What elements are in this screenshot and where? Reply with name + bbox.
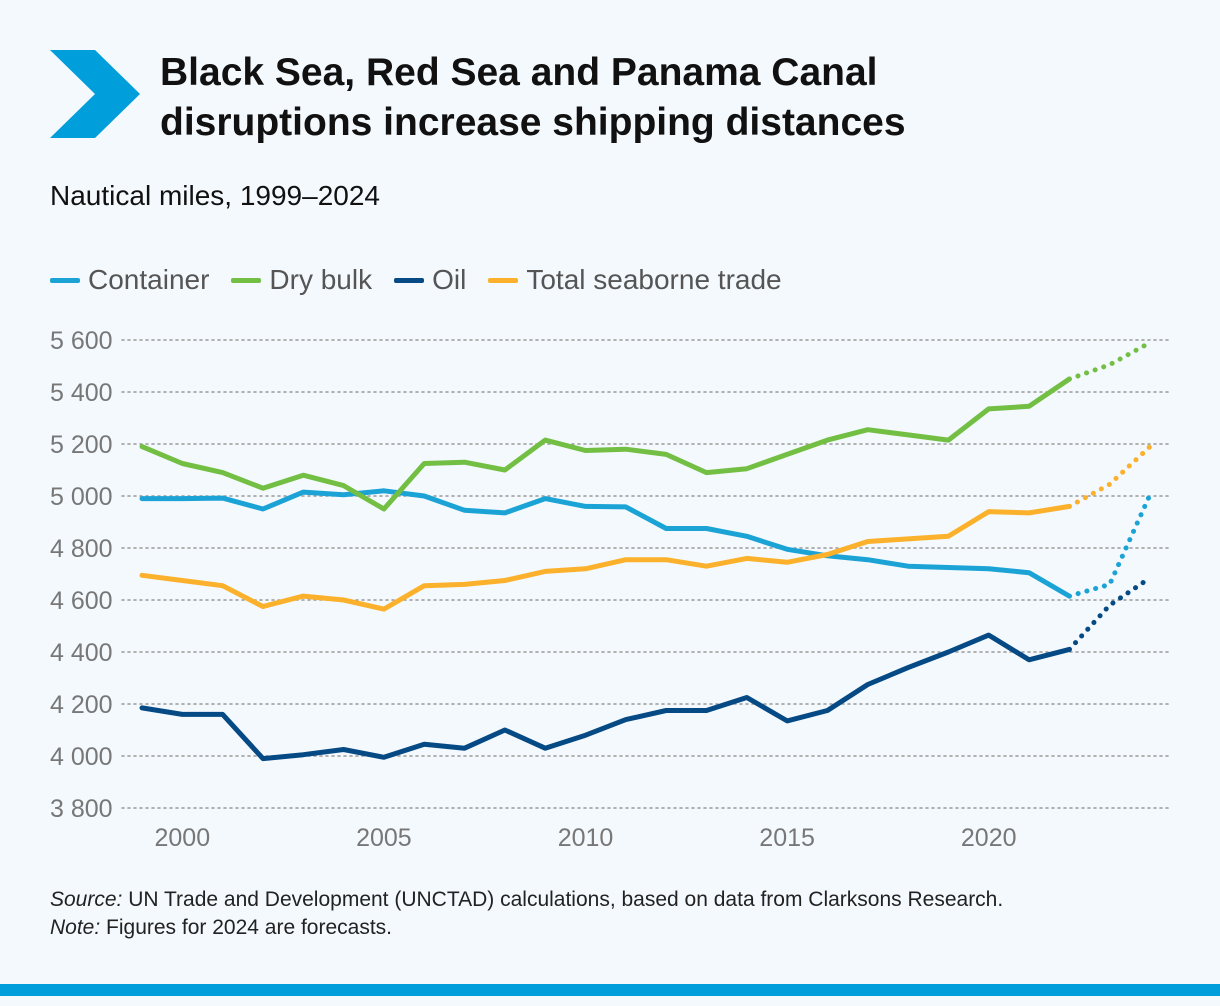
chart-footer: Source: UN Trade and Development (UNCTAD… bbox=[50, 886, 1003, 942]
series-line-oil bbox=[139, 632, 1072, 762]
legend-label: Container bbox=[88, 264, 210, 295]
legend-label: Dry bulk bbox=[269, 264, 373, 295]
legend-swatch bbox=[488, 277, 519, 283]
title-line-2: disruptions increase shipping distances bbox=[160, 101, 906, 144]
legend-label: Total seaborne trade bbox=[526, 264, 782, 295]
source-line: Source: UN Trade and Development (UNCTAD… bbox=[50, 886, 1003, 914]
note-line: Note: Figures for 2024 are forecasts. bbox=[50, 914, 1003, 942]
legend-swatch bbox=[231, 277, 262, 283]
y-tick-label: 3 800 bbox=[50, 795, 113, 823]
chevron-right-icon bbox=[50, 50, 140, 138]
legend-item-container: Container bbox=[50, 264, 209, 296]
x-tick-label: 2000 bbox=[155, 824, 211, 852]
legend-label: Oil bbox=[432, 264, 467, 295]
title-line-1: Black Sea, Red Sea and Panama Canal bbox=[160, 51, 878, 94]
legend-swatch bbox=[394, 277, 425, 283]
x-tick-label: 2005 bbox=[356, 824, 412, 852]
source-text: UN Trade and Development (UNCTAD) calcul… bbox=[122, 888, 1004, 911]
y-tick-label: 4 400 bbox=[50, 639, 113, 667]
x-tick-label: 2010 bbox=[558, 824, 614, 852]
page-title: Black Sea, Red Sea and Panama Canal disr… bbox=[160, 48, 1170, 148]
note-label: Note: bbox=[50, 916, 101, 939]
series-forecast-oil bbox=[1066, 575, 1153, 652]
series-forecast-container bbox=[1066, 492, 1153, 599]
x-tick-label: 2015 bbox=[759, 824, 815, 852]
y-tick-label: 4 800 bbox=[50, 535, 113, 563]
line-chart: 3 800 4 000 4 200 4 400 4 600 4 800 5 000 5 200… bbox=[50, 327, 1171, 852]
legend-item-oil: Oil bbox=[394, 264, 466, 296]
legend-item-dry-bulk: Dry bulk bbox=[231, 264, 372, 296]
y-tick-label: 5 400 bbox=[50, 379, 113, 407]
series-line-total-seaborne-trade bbox=[139, 503, 1072, 612]
y-tick-label: 5 600 bbox=[50, 327, 113, 355]
x-tick-label: 2020 bbox=[961, 824, 1017, 852]
series-forecast-dry-bulk bbox=[1066, 340, 1153, 382]
accent-bar bbox=[0, 984, 1220, 996]
chart-legend: Container Dry bulk Oil Total seaborne trade bbox=[50, 262, 804, 298]
note-text: Figures for 2024 are forecasts. bbox=[100, 916, 393, 939]
series-forecast-total-seaborne-trade bbox=[1066, 444, 1153, 509]
chart-subtitle: Nautical miles, 1999–2024 bbox=[50, 180, 380, 211]
y-tick-label: 4 600 bbox=[50, 587, 113, 615]
series-line-dry-bulk bbox=[139, 376, 1072, 512]
series-line-container bbox=[139, 488, 1072, 599]
y-tick-label: 4 200 bbox=[50, 691, 113, 719]
y-tick-label: 5 200 bbox=[50, 431, 113, 459]
y-tick-label: 4 000 bbox=[50, 743, 113, 771]
source-label: Source: bbox=[50, 888, 123, 911]
legend-item-total-seaborne-trade: Total seaborne trade bbox=[488, 264, 782, 296]
legend-swatch bbox=[50, 277, 80, 283]
y-tick-label: 5 000 bbox=[50, 483, 113, 511]
